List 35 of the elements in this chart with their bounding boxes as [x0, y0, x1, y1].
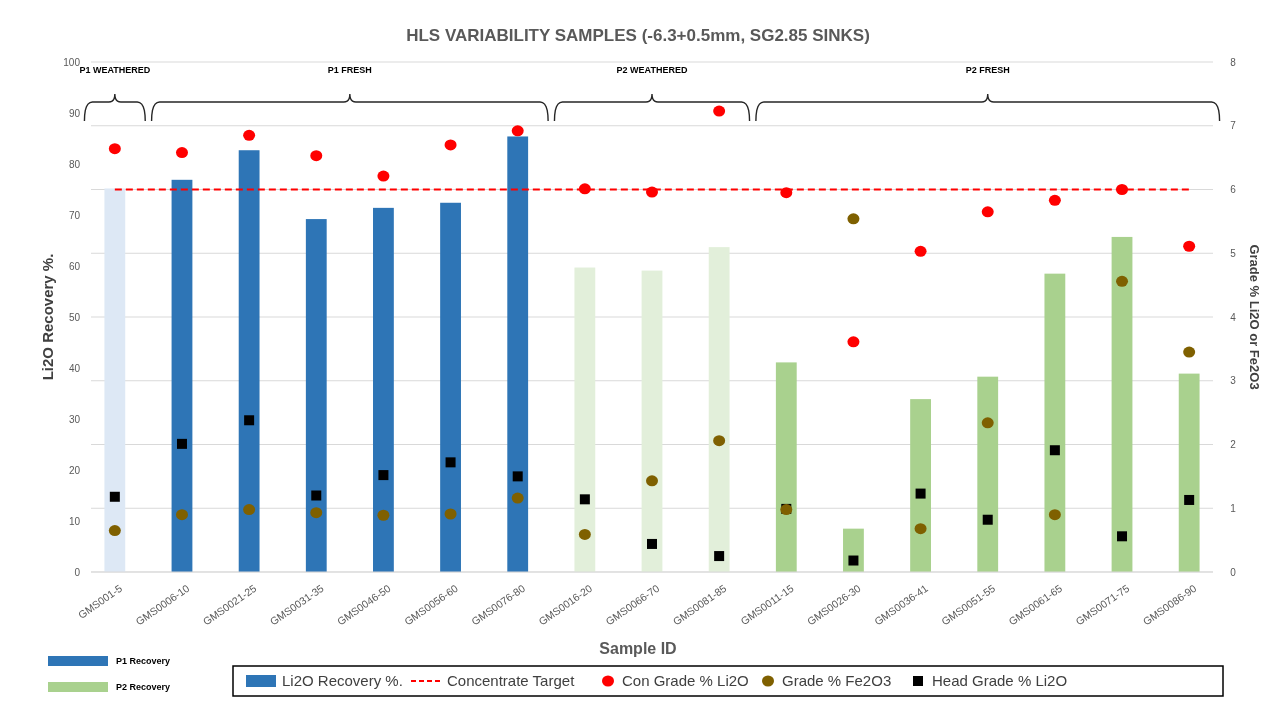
y2-tick-label: 5 [1230, 247, 1237, 259]
y-tick-label: 0 [74, 566, 81, 578]
y2-tick-label: 7 [1230, 120, 1237, 132]
y-tick-label: 30 [68, 413, 81, 425]
text: P1 Recovery [116, 656, 171, 667]
y2-tick-label: 4 [1230, 311, 1237, 323]
y2-tick-label: 2 [1230, 439, 1237, 450]
annotation: P1 FRESH [327, 65, 372, 75]
y-tick-label: 50 [68, 311, 81, 323]
y2-tick-label: 6 [1230, 184, 1237, 195]
y-tick-label: 40 [68, 362, 81, 374]
y-tick-label: 90 [68, 107, 81, 119]
annotation: P2 FRESH [965, 65, 1010, 75]
legend-label: Grade % Fe2O3 [782, 672, 892, 690]
annotation: P2 WEATHERED [616, 65, 688, 75]
chart-title: HLS VARIABILITY SAMPLES (-6.3+0.5mm, SG2.85 SINKS) [406, 26, 870, 45]
legend-label: Concentrate Target [447, 672, 576, 690]
y-tick-label: 80 [68, 158, 81, 170]
y-tick-label: 100 [63, 56, 81, 68]
y-tick-label: 10 [68, 515, 81, 527]
annotation: P1 WEATHERED [79, 65, 151, 75]
y-axis-title: Li2O Recovery %. [39, 253, 56, 381]
y2-tick-label: 0 [1230, 566, 1237, 578]
y-tick-label: 70 [68, 209, 81, 221]
y2-tick-label: 3 [1230, 375, 1237, 387]
legend-label: Con Grade % Li2O [622, 672, 749, 690]
x-axis-title: Sample ID [599, 640, 677, 657]
y2-axis-title: Grade % Li2O or Fe2O3 [1247, 244, 1262, 390]
y2-tick-label: 1 [1230, 502, 1237, 514]
y2-tick-label: 8 [1230, 56, 1237, 68]
y-tick-label: 60 [68, 260, 81, 272]
legend-label: Li2O Recovery %. [282, 672, 403, 690]
legend-label: Head Grade % Li2O [932, 672, 1068, 690]
text: P2 Recovery [116, 682, 171, 693]
y-tick-label: 20 [68, 464, 81, 476]
